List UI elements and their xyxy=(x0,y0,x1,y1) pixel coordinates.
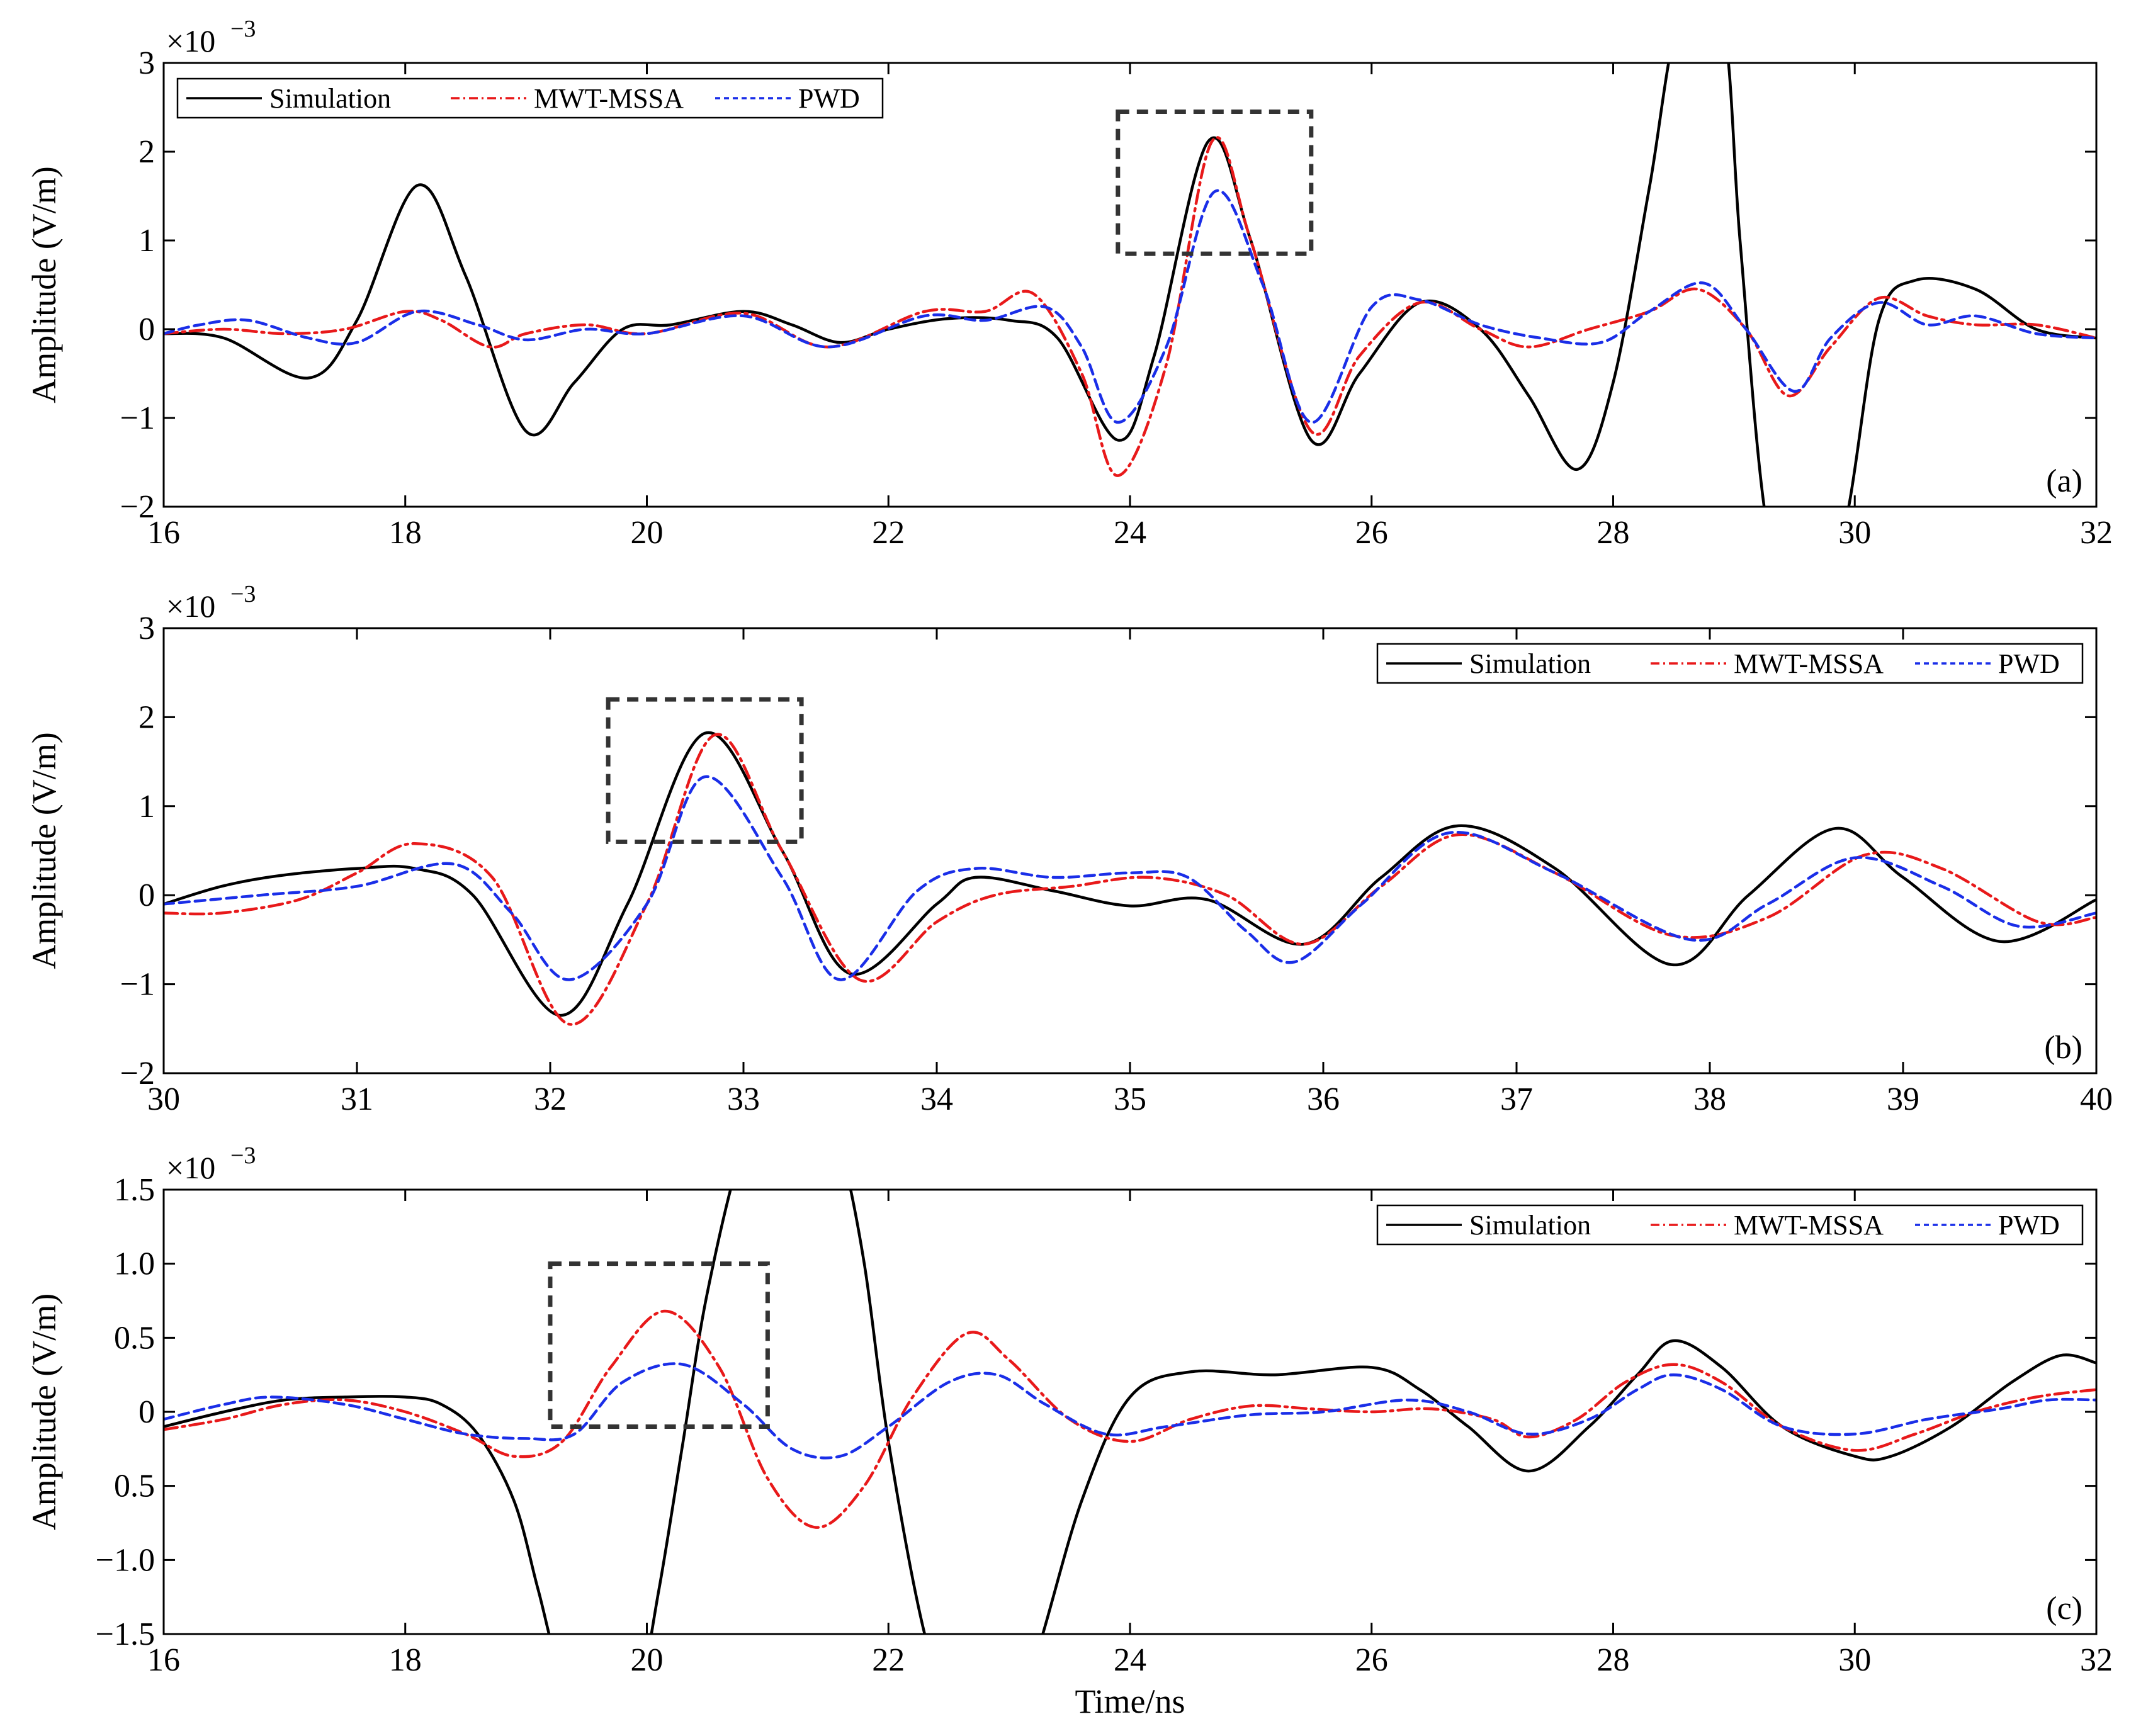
panel-b: 30 31 32 33 34 35 36 37 38 39 40 −2 −1 0 1 2 3 ×10 −3 Ampli… xyxy=(25,581,2113,1117)
x-tick-label: 31 xyxy=(341,1081,373,1117)
panel-a: 16 18 20 22 24 26 28 30 32 −2 −1 0 1 2 3 ×10 −3 Amplitude… xyxy=(25,16,2113,551)
y-tick-label: 3 xyxy=(138,611,155,646)
series-line-mwt-mssa xyxy=(164,733,2096,1026)
y-tick-label: 0.5 xyxy=(114,1468,155,1504)
y-tick-label: −1.5 xyxy=(96,1616,155,1652)
panel-c: 16 18 20 22 24 26 28 30 32 −1.5 −1.0 0.5 0 0.5 1.0 1.5 ×… xyxy=(25,1142,2113,1720)
legend-label: Simulation xyxy=(1469,648,1591,679)
y-tick-label: 0 xyxy=(138,312,155,347)
x-tick-label: 37 xyxy=(1500,1081,1533,1117)
y-tick-label: 2 xyxy=(138,134,155,170)
y-tick-label: 2 xyxy=(138,699,155,735)
legend-label: Simulation xyxy=(269,83,391,114)
legend-box xyxy=(1376,643,2084,684)
zoom-box xyxy=(548,1261,770,1429)
x-tick-label: 22 xyxy=(872,1642,905,1678)
zoom-box xyxy=(606,697,804,844)
y-axis-label: Amplitude (V/m) xyxy=(25,732,63,969)
y-tick-label: −2 xyxy=(120,489,155,525)
series-line-pwd xyxy=(164,775,2096,981)
legend-label: PWD xyxy=(798,83,860,114)
y-scale-factor: ×10 xyxy=(166,1150,215,1185)
y-tick-label: 1.0 xyxy=(114,1246,155,1282)
legend-label: MWT-MSSA xyxy=(1734,648,1884,679)
x-tick-label: 34 xyxy=(920,1081,953,1117)
series-line-simulation xyxy=(164,1190,2096,1634)
y-scale-exponent: −3 xyxy=(230,581,256,607)
x-tick-label: 22 xyxy=(872,515,905,551)
legend-label: Simulation xyxy=(1469,1210,1591,1241)
plot-area xyxy=(164,731,2096,1026)
plot-area xyxy=(164,1190,2096,1634)
y-scale-factor: ×10 xyxy=(166,23,215,59)
x-tick-label: 33 xyxy=(727,1081,760,1117)
legend-label: MWT-MSSA xyxy=(534,83,684,114)
y-scale-exponent: −3 xyxy=(230,1142,256,1169)
y-tick-label: 1 xyxy=(138,789,155,825)
axis-frame xyxy=(162,62,2098,508)
x-tick-label: 18 xyxy=(389,515,422,551)
x-axis-label: Time/ns xyxy=(1075,1682,1185,1720)
y-tick-label: 3 xyxy=(138,45,155,81)
y-tick-label: 0 xyxy=(138,1394,155,1430)
y-tick-label: 1.5 xyxy=(114,1172,155,1208)
x-tick-label: 30 xyxy=(1838,1642,1871,1678)
panel-tag: (a) xyxy=(2046,463,2082,499)
x-tick-label: 20 xyxy=(631,515,664,551)
legend-label: PWD xyxy=(1998,648,2060,679)
legend: Simulation MWT-MSSA PWD xyxy=(1376,1204,2084,1246)
series-line-pwd xyxy=(164,189,2096,424)
y-tick-label: 1 xyxy=(138,223,155,259)
legend-box xyxy=(1376,1204,2084,1246)
axis-frame xyxy=(162,627,2098,1074)
x-tick-label: 32 xyxy=(534,1081,567,1117)
y-tick-label: −1.0 xyxy=(96,1542,155,1578)
series-line-simulation xyxy=(164,731,2096,1017)
x-tick-label: 30 xyxy=(1838,515,1871,551)
x-tick-label: 39 xyxy=(1887,1081,1919,1117)
y-tick-label: 0.5 xyxy=(114,1320,155,1356)
x-tick-label: 28 xyxy=(1597,1642,1630,1678)
x-tick-label: 30 xyxy=(147,1081,180,1117)
x-tick-label: 36 xyxy=(1307,1081,1340,1117)
panel-tag: (b) xyxy=(2044,1030,2082,1066)
x-tick-label: 26 xyxy=(1355,1642,1388,1678)
y-tick-label: 0 xyxy=(138,877,155,913)
plot-area xyxy=(164,63,2096,507)
x-tick-label: 20 xyxy=(631,1642,664,1678)
y-tick-label: −1 xyxy=(120,400,155,436)
y-scale-factor: ×10 xyxy=(166,589,215,624)
x-tick-label: 35 xyxy=(1114,1081,1146,1117)
y-tick-label: −2 xyxy=(120,1056,155,1091)
series-line-mwt-mssa xyxy=(164,136,2096,477)
panel-tag: (c) xyxy=(2046,1591,2082,1626)
x-tick-label: 24 xyxy=(1114,515,1146,551)
x-tick-label: 28 xyxy=(1597,515,1630,551)
legend: Simulation MWT-MSSA PWD xyxy=(1376,643,2084,684)
y-tick-label: −1 xyxy=(120,967,155,1003)
legend-box xyxy=(176,77,884,119)
x-tick-label: 32 xyxy=(2080,1642,2113,1678)
series-line-pwd xyxy=(164,1362,2096,1460)
x-tick-label: 38 xyxy=(1693,1081,1726,1117)
x-tick-label: 32 xyxy=(2080,515,2113,551)
legend-label: MWT-MSSA xyxy=(1734,1210,1884,1241)
x-tick-label: 16 xyxy=(147,1642,180,1678)
x-tick-label: 26 xyxy=(1355,515,1388,551)
legend-label: PWD xyxy=(1998,1210,2060,1241)
x-tick-label: 18 xyxy=(389,1642,422,1678)
x-tick-label: 16 xyxy=(147,515,180,551)
y-scale-exponent: −3 xyxy=(230,16,256,42)
y-axis-label: Amplitude (V/m) xyxy=(25,166,63,403)
y-axis-label: Amplitude (V/m) xyxy=(25,1294,63,1530)
series-line-mwt-mssa xyxy=(164,1309,2096,1529)
zoom-box xyxy=(1116,110,1314,256)
legend: Simulation MWT-MSSA PWD xyxy=(176,77,884,119)
series-line-simulation xyxy=(164,63,2096,507)
x-tick-label: 24 xyxy=(1114,1642,1146,1678)
x-tick-label: 40 xyxy=(2080,1081,2113,1117)
